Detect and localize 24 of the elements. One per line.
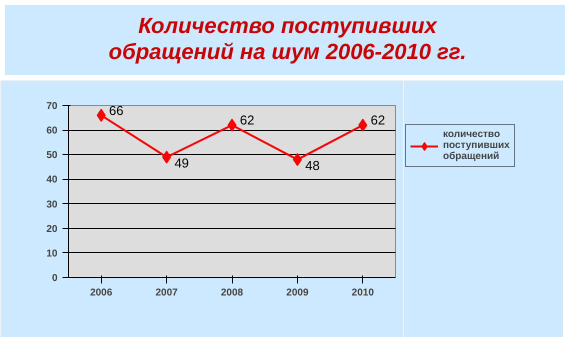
point: [162, 150, 172, 164]
legend-label: количество поступивших обращений: [443, 129, 510, 162]
y-tick-label: 30: [46, 199, 58, 210]
chart-title: Количество поступивших обращений на шум 2006-2010 гг.: [108, 13, 466, 66]
data-label: 48: [305, 158, 320, 174]
data-label: 66: [109, 102, 124, 118]
data-label: 49: [174, 156, 189, 171]
y-tick-label: 0: [52, 273, 58, 284]
data-label: 62: [370, 112, 386, 128]
point: [358, 118, 368, 132]
y-tick-label: 40: [46, 174, 58, 186]
y-tick-label: 10: [46, 248, 58, 260]
y-tick-label: 60: [46, 126, 58, 137]
y-tick-label: 20: [46, 224, 58, 235]
x-tick-label: 2008: [220, 288, 244, 298]
y-tick-label: 70: [46, 101, 58, 112]
point: [96, 108, 106, 122]
x-tick-label: 2010: [352, 288, 374, 298]
data-label: 62: [240, 112, 254, 128]
y-tick-label: 50: [46, 150, 58, 162]
point: [292, 153, 302, 166]
x-tick-label: 2006: [90, 288, 113, 298]
x-tick-label: 2007: [155, 288, 178, 298]
x-tick-label: 2009: [286, 288, 309, 298]
